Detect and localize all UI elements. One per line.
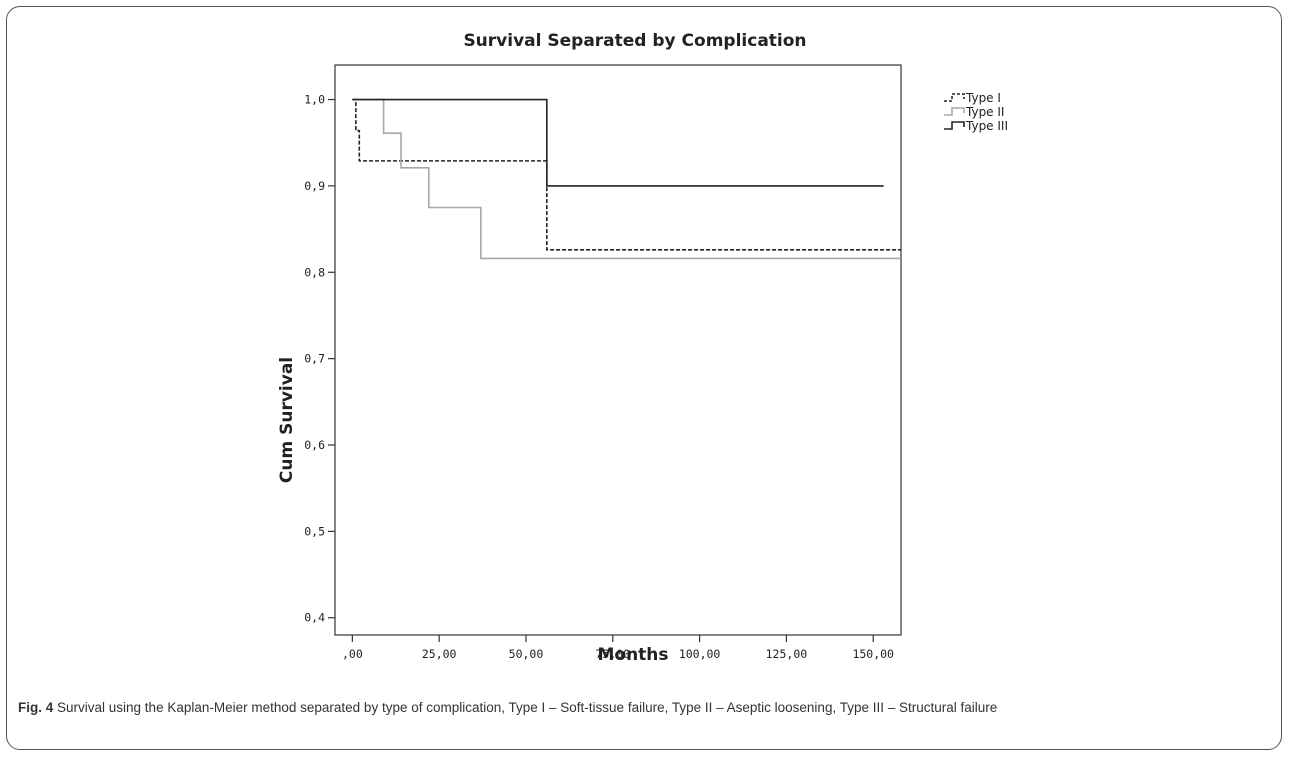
legend-label-type-i: Type I: [965, 91, 1001, 105]
y-tick-label: 1,0: [304, 93, 325, 107]
caption-label: Fig. 4: [18, 700, 54, 715]
y-tick-label: 0,9: [304, 179, 325, 193]
x-axis: ,00 25,00 50,00 75,00 100,00 125,00 150,00: [342, 635, 894, 661]
series-line-type-ii: [352, 98, 901, 260]
series-line-type-iii: [352, 98, 884, 187]
x-tick-label: 150,00: [852, 647, 894, 661]
x-tick-label: 75,00: [595, 647, 630, 661]
legend-swatch-type-iii: [944, 121, 965, 130]
x-tick-label: 25,00: [422, 647, 457, 661]
y-tick-label: 0,8: [304, 265, 325, 279]
x-tick-label: 100,00: [679, 647, 721, 661]
legend-label-type-ii: Type II: [965, 105, 1004, 119]
y-axis-label: Cum Survival: [277, 357, 297, 483]
legend-label-type-iii: Type III: [965, 119, 1008, 133]
y-tick-label: 0,4: [304, 611, 325, 625]
y-axis: 0,4 0,5 0,6 0,7 0,8 0,9 1,0: [304, 93, 335, 625]
legend-swatch-type-i: [944, 93, 965, 102]
plot-area: [334, 64, 902, 636]
chart: Survival Separated by Complication 0,40,…: [277, 31, 1008, 665]
series-layer: [352, 98, 901, 260]
figure-frame: [6, 6, 1282, 750]
x-tick-label: ,00: [342, 647, 363, 661]
y-tick-label: 0,6: [304, 438, 325, 452]
chart-title: Survival Separated by Complication: [463, 31, 806, 51]
x-tick-label: 50,00: [509, 647, 544, 661]
y-tick-label: 0,7: [304, 352, 325, 366]
legend-swatch-type-ii: [944, 107, 965, 116]
caption-text: Survival using the Kaplan-Meier method s…: [53, 700, 998, 715]
x-tick-label: 125,00: [766, 647, 808, 661]
figure-caption: Fig. 4 Survival using the Kaplan-Meier m…: [18, 698, 1273, 718]
x-axis-label: Months: [597, 645, 668, 665]
y-tick-label: 0,5: [304, 524, 325, 538]
series-line-type-i: [352, 98, 901, 251]
